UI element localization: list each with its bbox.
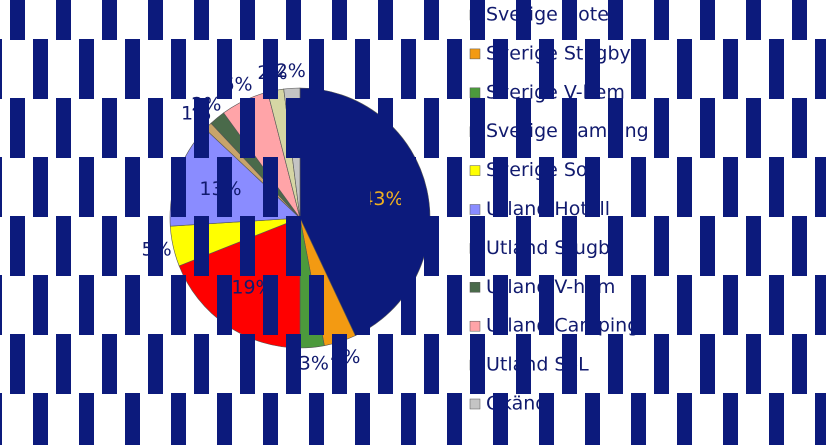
chart: 43%4%3%19%5%13%1%2%6%2%2% Sverige Hotell…: [0, 0, 826, 445]
background-pattern: [0, 0, 826, 445]
